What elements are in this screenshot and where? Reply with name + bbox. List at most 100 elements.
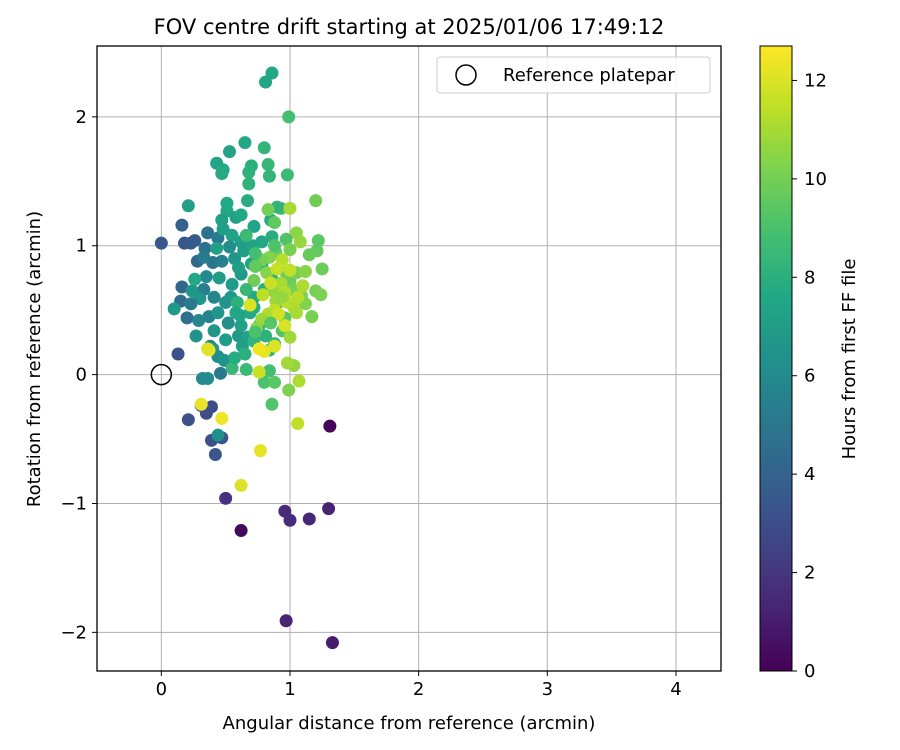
colorbar: 0 2 4 6 8 10 12 Hours from first FF file xyxy=(759,45,860,682)
data-point xyxy=(207,324,221,338)
data-point xyxy=(247,274,261,288)
colorbar-tick-label: 0 xyxy=(804,661,815,682)
data-point xyxy=(239,283,253,297)
data-point xyxy=(234,478,248,492)
data-point xyxy=(201,342,215,356)
colorbar-label: Hours from first FF file xyxy=(839,259,860,460)
data-point xyxy=(199,270,213,284)
data-point xyxy=(210,241,224,255)
data-point xyxy=(225,277,239,291)
data-point xyxy=(188,272,202,286)
legend-label: Reference platepar xyxy=(503,65,675,86)
data-point xyxy=(314,288,328,302)
data-point xyxy=(208,448,222,462)
data-point xyxy=(239,362,253,376)
data-point xyxy=(180,311,194,325)
data-point xyxy=(188,234,202,248)
colorbar-ticks: 0 2 4 6 8 10 12 xyxy=(792,70,827,682)
data-point xyxy=(252,342,266,356)
data-point xyxy=(175,218,189,232)
data-point xyxy=(220,196,234,210)
colorbar-tick-label: 10 xyxy=(804,169,827,190)
data-point xyxy=(223,145,237,159)
data-point xyxy=(207,290,221,304)
data-point xyxy=(278,319,292,333)
data-point xyxy=(283,263,297,277)
data-point xyxy=(259,75,273,89)
data-point xyxy=(322,502,336,516)
data-point xyxy=(298,265,312,279)
data-point xyxy=(291,417,305,431)
data-point xyxy=(215,411,229,425)
data-point xyxy=(242,165,256,179)
data-point xyxy=(279,614,293,628)
data-point xyxy=(259,329,273,343)
data-point xyxy=(315,262,329,276)
data-point xyxy=(282,110,296,124)
data-point xyxy=(194,397,208,411)
data-point xyxy=(271,307,285,321)
x-axis-ticks: 0 1 2 3 4 xyxy=(156,671,682,700)
legend: Reference platepar xyxy=(436,56,711,94)
data-point xyxy=(268,239,282,253)
data-point xyxy=(239,228,253,242)
data-point xyxy=(323,419,337,433)
data-point xyxy=(289,306,303,320)
data-point xyxy=(201,371,215,385)
data-point xyxy=(197,250,211,264)
data-point xyxy=(184,297,198,311)
data-point xyxy=(185,284,199,298)
data-point xyxy=(234,319,248,333)
data-point xyxy=(175,280,189,294)
colorbar-tick-label: 6 xyxy=(804,366,815,387)
legend-box xyxy=(436,56,711,94)
data-point xyxy=(219,491,233,505)
legend-open-circle-icon xyxy=(455,64,477,86)
data-point xyxy=(268,339,282,353)
y-axis-ticks: −2 −1 0 1 2 xyxy=(60,107,97,643)
colorbar-tick-label: 12 xyxy=(804,70,827,91)
reference-platepar-marker xyxy=(150,363,173,386)
data-point xyxy=(248,325,262,339)
y-tick-label: −2 xyxy=(60,622,87,643)
data-point xyxy=(211,306,225,320)
data-point xyxy=(248,246,262,260)
data-point xyxy=(264,276,278,290)
data-point xyxy=(264,316,278,330)
colorbar-gradient xyxy=(759,45,793,672)
plot-area-frame xyxy=(96,45,722,672)
data-point xyxy=(243,298,257,312)
data-point xyxy=(205,400,219,414)
data-point xyxy=(234,208,248,222)
data-point xyxy=(232,261,246,275)
data-point xyxy=(234,524,248,538)
data-point xyxy=(201,226,215,240)
data-point xyxy=(262,364,276,378)
y-axis-label: Rotation from reference (arcmin) xyxy=(24,211,45,507)
data-point xyxy=(212,271,226,285)
chart-title: FOV centre drift starting at 2025/01/06 … xyxy=(154,15,665,39)
data-point xyxy=(177,236,191,250)
data-point xyxy=(311,234,325,248)
data-point xyxy=(261,203,275,217)
data-point xyxy=(225,361,239,375)
data-point xyxy=(257,375,271,389)
data-point xyxy=(283,201,297,215)
data-point xyxy=(255,235,269,249)
data-point xyxy=(256,288,270,302)
data-point xyxy=(265,66,279,80)
data-point xyxy=(228,351,242,365)
data-point xyxy=(268,216,282,230)
data-point xyxy=(238,347,252,361)
data-point xyxy=(189,329,203,343)
data-point xyxy=(221,316,235,330)
y-tick-label: −1 xyxy=(60,493,87,514)
data-point xyxy=(279,232,293,246)
data-point xyxy=(252,365,266,379)
data-point xyxy=(181,413,195,427)
data-point xyxy=(219,295,233,309)
data-point xyxy=(242,177,256,191)
data-point xyxy=(302,512,316,526)
data-point xyxy=(192,313,206,327)
colorbar-tick-label: 8 xyxy=(804,267,815,288)
